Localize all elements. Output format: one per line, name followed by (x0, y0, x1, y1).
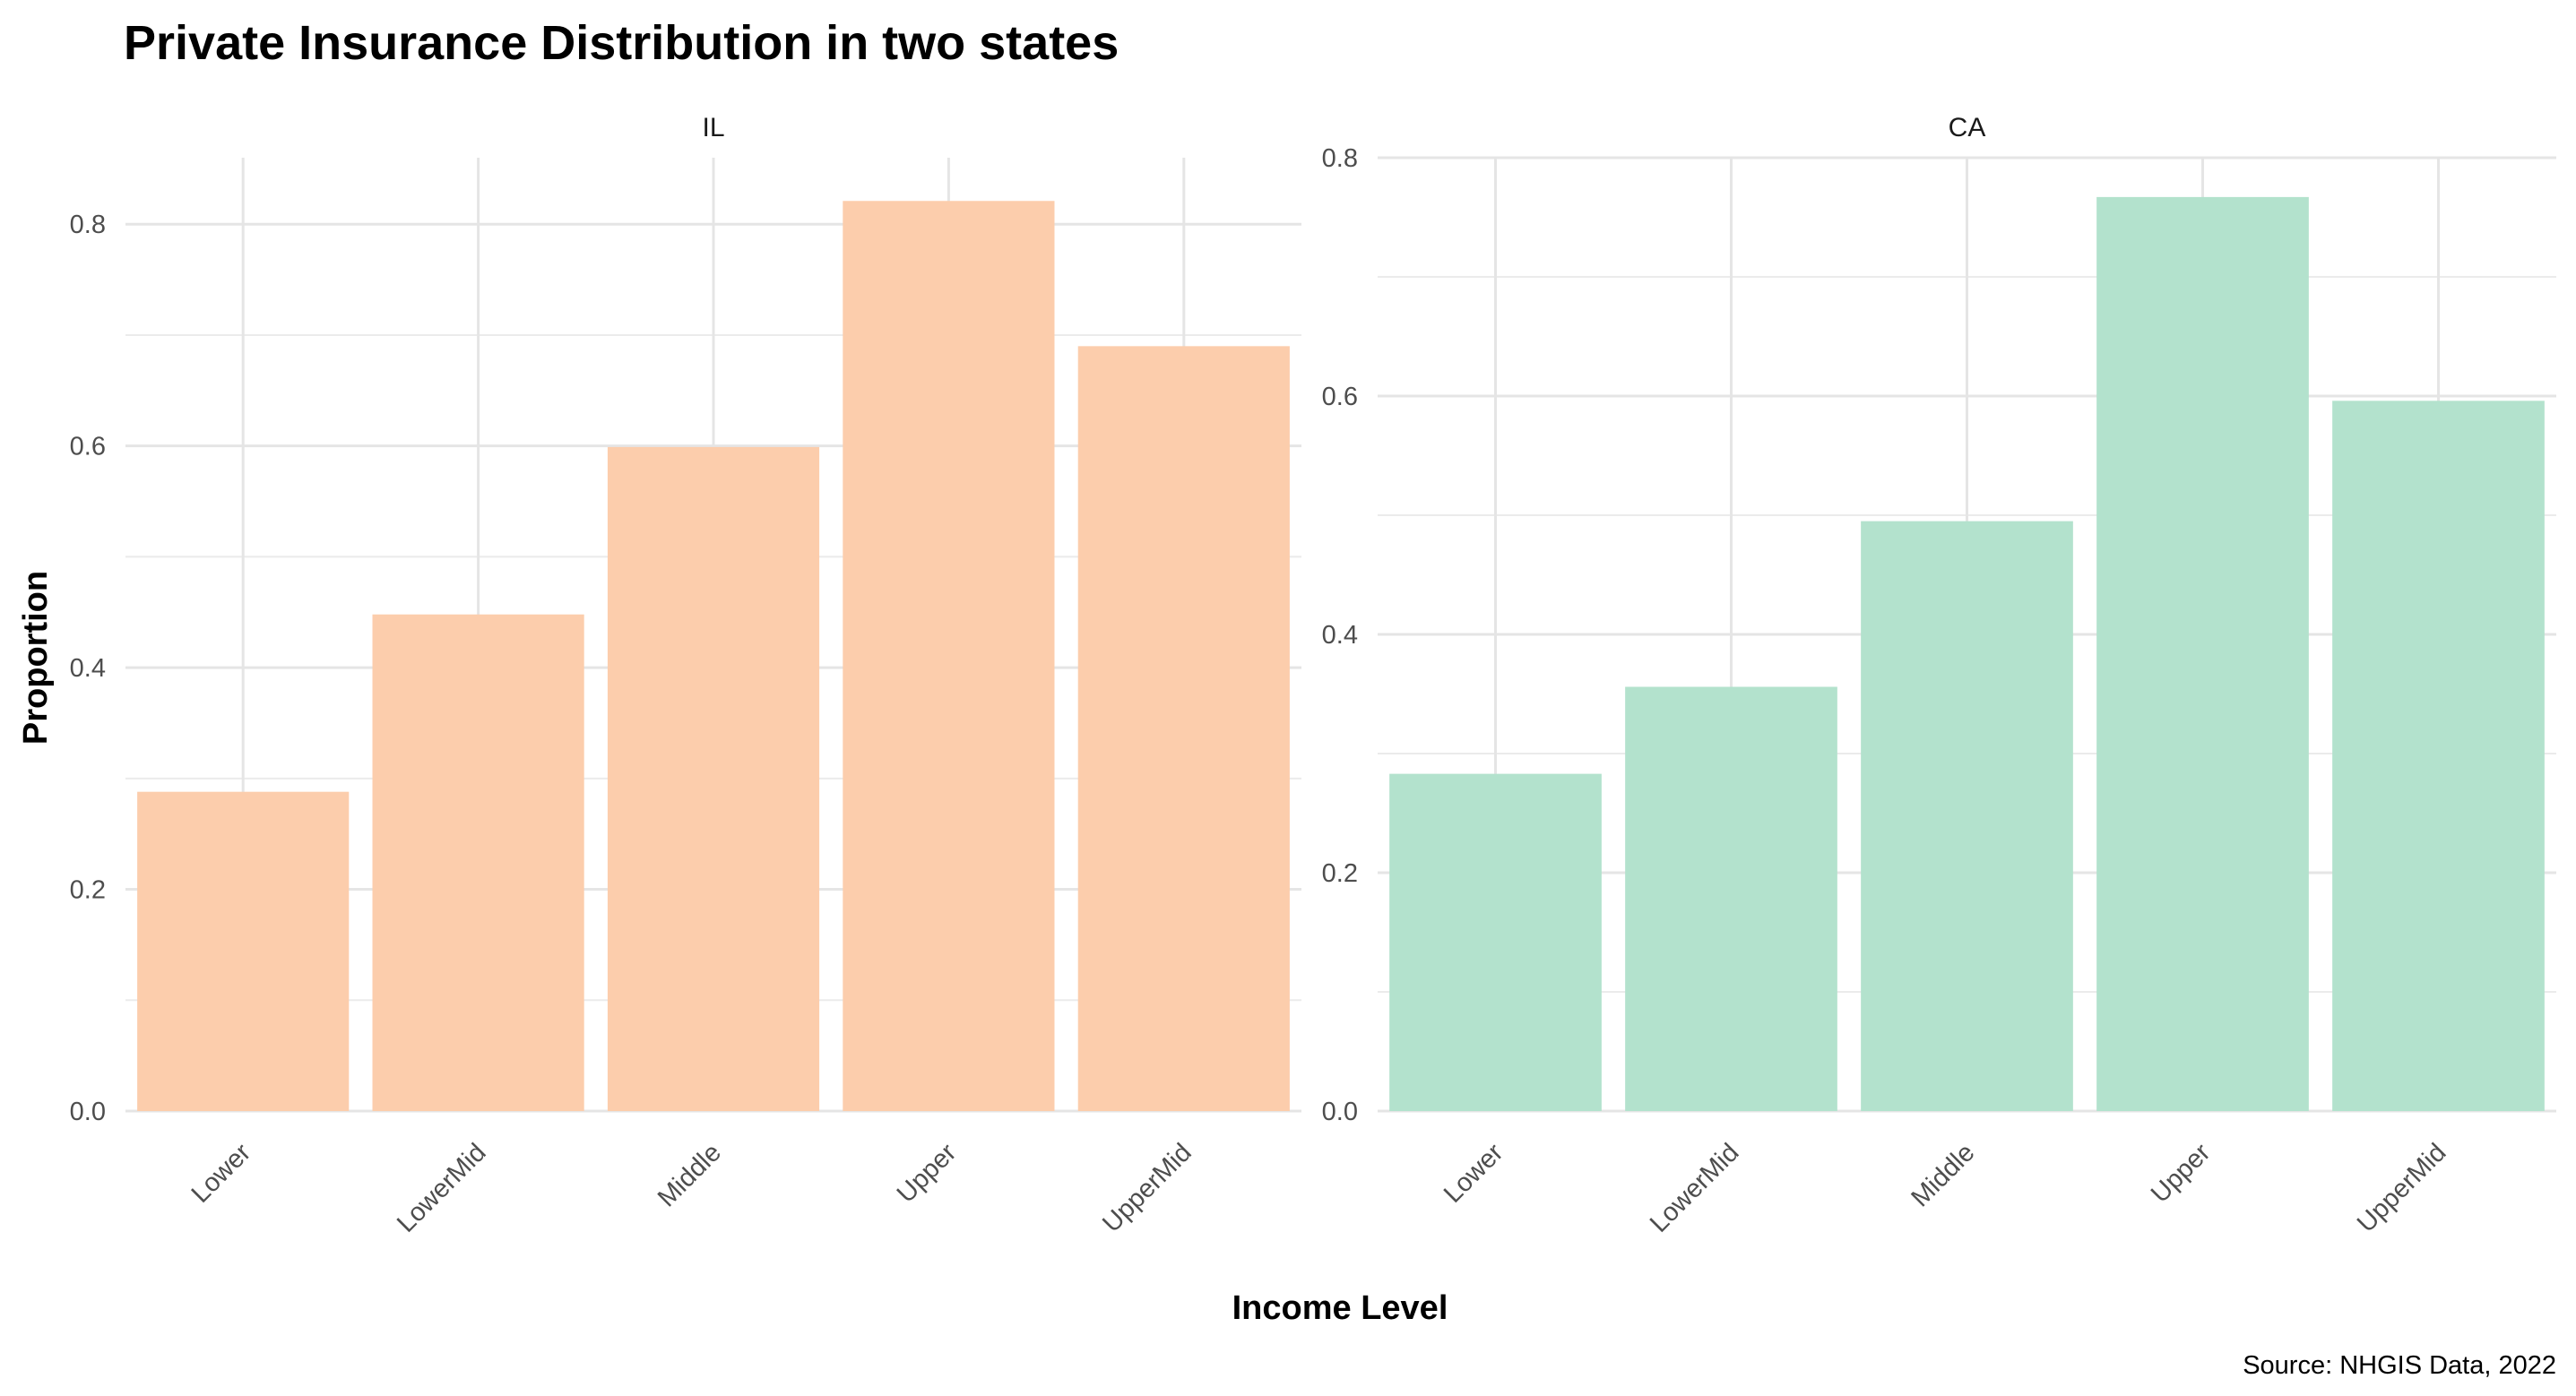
y-tick-label: 0.8 (70, 211, 106, 239)
panel-il: 0.0 0.2 0.4 0.6 0.8 Lower LowerMid Middle Upper U… (70, 113, 1301, 1238)
y-axis-title: Proportion (17, 571, 55, 745)
y-tick-label: 0.2 (1322, 859, 1358, 888)
facet-label-il: IL (702, 113, 724, 142)
y-tick-label: 0.0 (1322, 1098, 1358, 1126)
bar-ca-lowermid (1625, 686, 1837, 1111)
x-tick-label: Middle (653, 1138, 727, 1212)
source-caption: Source: NHGIS Data, 2022 (2243, 1351, 2556, 1380)
y-tick-label: 0.4 (70, 654, 106, 683)
x-tick-label: LowerMid (1645, 1138, 1745, 1238)
bar-il-uppermid (1077, 346, 1290, 1112)
x-tick-label: Lower (186, 1138, 257, 1209)
x-tick-label: UpperMid (2352, 1138, 2452, 1238)
x-tick-label: Upper (2146, 1138, 2217, 1209)
y-tick-label: 0.6 (1322, 383, 1358, 411)
bar-ca-upper (2096, 196, 2309, 1111)
chart-title: Private Insurance Distribution in two st… (124, 16, 1119, 70)
y-tick-label: 0.8 (1322, 144, 1358, 173)
bar-il-lowermid (372, 614, 584, 1111)
facet-label-ca: CA (1949, 113, 1986, 142)
y-tick-label: 0.2 (70, 876, 106, 905)
bar-ca-middle (1861, 521, 2073, 1111)
bar-il-middle (607, 446, 820, 1111)
x-tick-label: LowerMid (392, 1138, 492, 1238)
bar-ca-uppermid (2332, 401, 2545, 1111)
x-tick-label: Middle (1906, 1138, 1980, 1212)
bar-il-upper (843, 201, 1055, 1111)
y-tick-label: 0.4 (1322, 621, 1358, 650)
x-tick-label: UpperMid (1097, 1138, 1197, 1238)
bar-ca-lower (1389, 773, 1602, 1111)
x-tick-label: Upper (892, 1138, 963, 1209)
x-axis-title: Income Level (1232, 1289, 1448, 1327)
x-tick-label: Lower (1439, 1138, 1509, 1209)
y-tick-label: 0.6 (70, 433, 106, 461)
y-tick-label: 0.0 (70, 1098, 106, 1126)
bar-il-lower (137, 791, 350, 1111)
panel-ca: 0.0 0.2 0.4 0.6 0.8 Lower LowerMid Middle Upper U… (1322, 113, 2556, 1238)
